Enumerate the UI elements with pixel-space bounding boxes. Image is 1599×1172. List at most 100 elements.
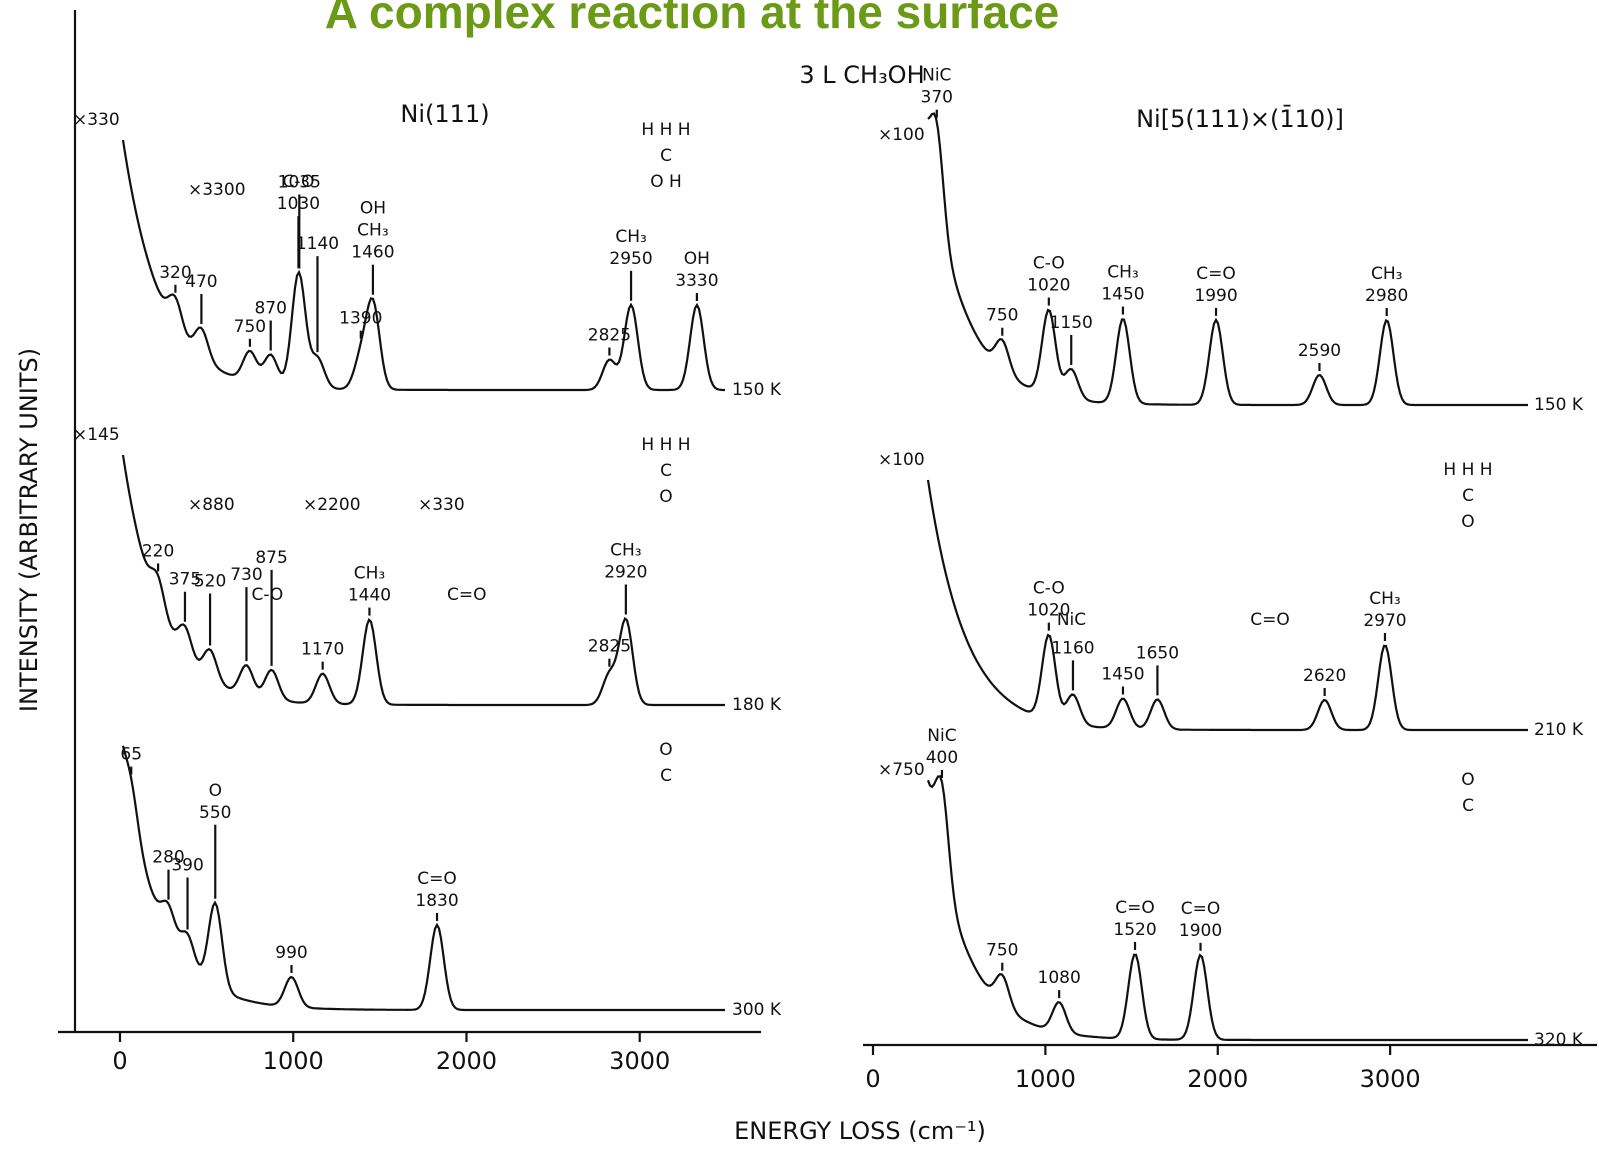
panel-label: Ni[5(111)×(1̄10)] — [1136, 104, 1344, 133]
structure-atom: C — [1462, 486, 1474, 506]
peak-assignment: CH₃ — [610, 540, 641, 560]
x-tick-label: 0 — [865, 1065, 880, 1093]
title: A complex reaction at the surface — [325, 0, 1060, 38]
peak-value: 730 — [230, 565, 262, 585]
peak-value: 2825 — [588, 326, 631, 346]
peak-value: 750 — [234, 317, 266, 337]
spectrum-trace — [927, 112, 1528, 407]
peak-assignment: C-O — [282, 172, 314, 192]
peak-value: 1020 — [1027, 601, 1070, 621]
x-tick-label: 1000 — [263, 1047, 324, 1075]
structure-atom: O — [659, 740, 672, 760]
peak-value: 3330 — [675, 271, 718, 291]
peak-value: 1160 — [1051, 638, 1094, 658]
peak-assignment: C-O — [1033, 579, 1065, 599]
temperature-label: 150 K — [1534, 395, 1584, 415]
peak-value: 1650 — [1136, 643, 1179, 663]
peak-value: 390 — [171, 855, 203, 875]
peak-value: 1440 — [348, 586, 391, 606]
peak-value: 750 — [986, 941, 1018, 961]
spectrum-trace — [121, 454, 725, 707]
x-tick-label: 2000 — [1187, 1065, 1248, 1093]
spectrum-trace — [121, 139, 725, 392]
peak-assignment: CH₃ — [357, 221, 388, 241]
peak-value: 870 — [254, 299, 286, 319]
scale-label: ×750 — [878, 760, 925, 780]
spectrum-trace — [121, 745, 725, 1012]
band-label: C=O — [447, 585, 487, 605]
structure-atom: O H — [650, 172, 682, 192]
x-tick-label: 2000 — [436, 1047, 497, 1075]
peak-value: 470 — [185, 272, 217, 292]
x-tick-label: 3000 — [609, 1047, 670, 1075]
temperature-label: 180 K — [732, 695, 782, 715]
peak-assignment: CH₃ — [1369, 589, 1400, 609]
peak-value: 2620 — [1303, 666, 1346, 686]
peak-value: 1460 — [351, 243, 394, 263]
peak-value: 1520 — [1113, 920, 1156, 940]
scale-label: ×3300 — [188, 180, 246, 200]
peak-value: 1020 — [1027, 276, 1070, 296]
peak-value: 375 — [169, 570, 201, 590]
scale-label: ×2200 — [303, 495, 361, 515]
peak-value: 1830 — [415, 891, 458, 911]
peak-value: 1140 — [296, 234, 339, 254]
structure-atom: O — [1461, 770, 1474, 790]
structure-atom: C — [660, 461, 672, 481]
scale-label: ×145 — [73, 425, 120, 445]
x-tick-label: 1000 — [1015, 1065, 1076, 1093]
peak-value: 1390 — [339, 309, 382, 329]
spectrum-trace — [926, 775, 1528, 1042]
peak-value: 875 — [255, 548, 287, 568]
peak-value: 65 — [120, 745, 142, 765]
structure-atom: H H H — [1443, 460, 1492, 480]
band-label: C=O — [1250, 610, 1290, 630]
scale-label: ×330 — [73, 110, 120, 130]
peak-value: 550 — [199, 803, 231, 823]
peak-value: 400 — [926, 748, 958, 768]
structure-atom: C — [1462, 796, 1474, 816]
peak-assignment: CH₃ — [615, 227, 646, 247]
peak-assignment: C=O — [1196, 264, 1236, 284]
peak-value: 2920 — [604, 562, 647, 582]
peak-value: 370 — [921, 88, 953, 108]
peak-value: 2980 — [1365, 286, 1408, 306]
peak-assignment: C=O — [1115, 898, 1155, 918]
y-axis-label: INTENSITY (ARBITRARY UNITS) — [15, 348, 43, 712]
peak-value: 520 — [194, 572, 226, 592]
peak-value: 320 — [159, 263, 191, 283]
peak-value: 2950 — [609, 249, 652, 269]
peak-assignment: NiC — [922, 66, 951, 86]
x-tick-label: 0 — [112, 1047, 127, 1075]
peak-value: 220 — [142, 541, 174, 561]
peak-assignment: C=O — [1181, 899, 1221, 919]
structure-atom: O — [1461, 512, 1474, 532]
peak-value: 1150 — [1050, 313, 1093, 333]
scale-label: ×880 — [188, 495, 235, 515]
temperature-label: 150 K — [732, 380, 782, 400]
panel-label: Ni(111) — [400, 100, 489, 128]
peak-value: 1990 — [1194, 286, 1237, 306]
scale-label: ×330 — [418, 495, 465, 515]
structure-atom: H H H — [641, 435, 690, 455]
peak-value: 2590 — [1298, 341, 1341, 361]
scale-label: ×100 — [878, 125, 925, 145]
structure-atom: C — [660, 766, 672, 786]
peak-value: 1035 — [278, 172, 321, 192]
peak-assignment: CH₃ — [1371, 264, 1402, 284]
x-tick-label: 3000 — [1360, 1065, 1421, 1093]
peak-assignment: NiC — [927, 726, 956, 746]
peak-assignment: C-O — [1033, 254, 1065, 274]
peak-value: 750 — [986, 306, 1018, 326]
peak-assignment: OH — [684, 249, 710, 269]
scale-label: ×100 — [878, 450, 925, 470]
peak-value: 280 — [152, 848, 184, 868]
temperature-label: 320 K — [1534, 1030, 1584, 1050]
band-label: NiC — [1057, 610, 1086, 630]
temperature-label: 210 K — [1534, 720, 1584, 740]
peak-value: 1170 — [301, 640, 344, 660]
spectrum-trace — [926, 479, 1528, 732]
structure-atom: O — [659, 487, 672, 507]
peak-value: 1080 — [1038, 968, 1081, 988]
